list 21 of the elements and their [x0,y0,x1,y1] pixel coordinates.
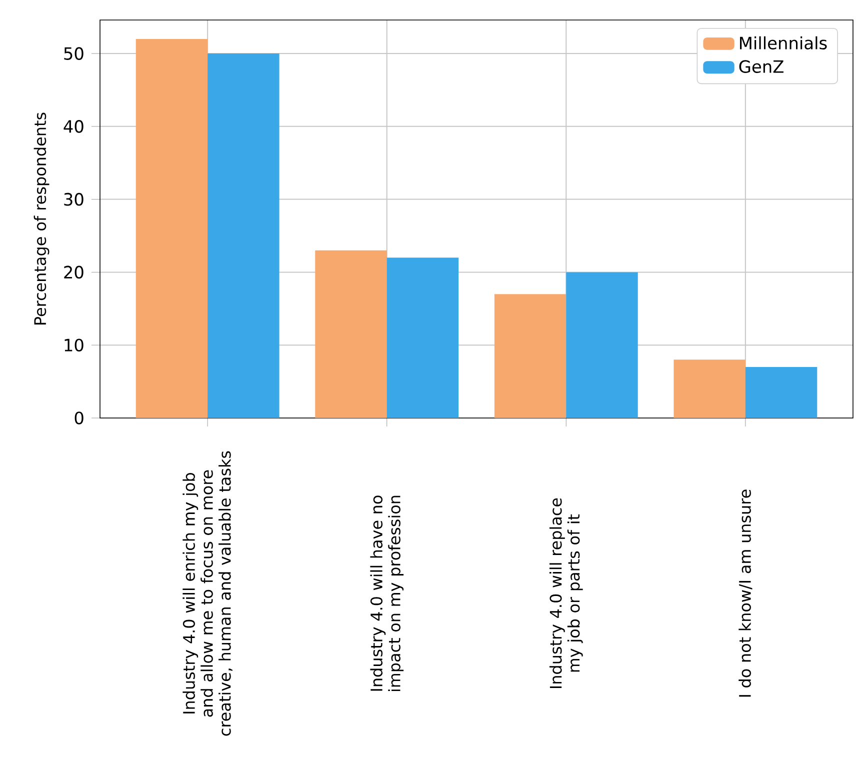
bar [566,272,638,418]
bar [386,258,459,418]
y-tick-label: 40 [64,120,84,133]
bar [208,53,280,418]
y-tick-label: 30 [64,192,84,206]
y-axis-title: Percentage of respondents [34,112,50,324]
y-tick-label: 50 [64,47,84,60]
x-tick-label: Industry 4.0 will enrich my job and allow me to focus on more creative, human and valuable tasks [182,451,232,736]
bar [315,250,387,418]
y-tick-label: 10 [64,338,84,352]
x-tick-label: I do not know/I am unsure [738,490,752,697]
legend-label: GenZ [739,60,784,73]
bar [494,294,566,418]
y-tick-label: 0 [74,412,84,424]
legend-label: Millennials [740,36,827,50]
y-tick-label: 20 [64,266,84,279]
bar [745,366,818,418]
x-tick-label: Industry 4.0 will have no impact on my profession [370,496,404,691]
bar [136,38,208,418]
x-tick-label: Industry 4.0 will replace my job or parts of it [549,498,583,688]
bar [674,360,746,418]
